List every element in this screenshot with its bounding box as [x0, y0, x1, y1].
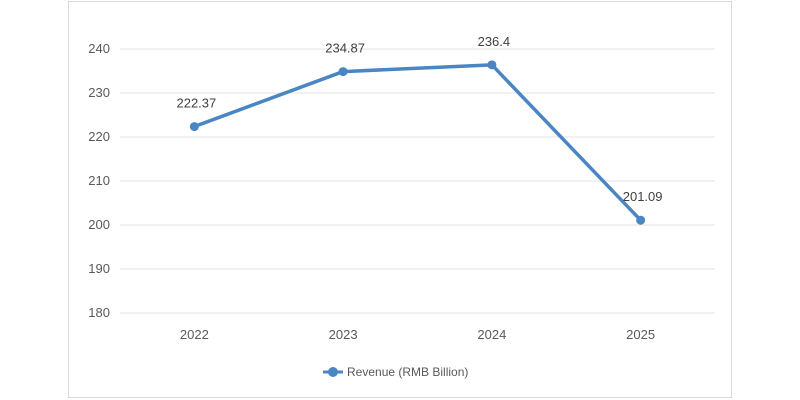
x-tick-label: 2025 — [626, 327, 655, 342]
y-tick-label: 200 — [88, 217, 110, 232]
y-tick-label: 240 — [88, 41, 110, 56]
x-tick-label: 2024 — [477, 327, 506, 342]
data-label: 201.09 — [623, 189, 663, 204]
x-axis-ticks: 2022 2023 2024 2025 — [180, 327, 655, 342]
y-tick-label: 180 — [88, 305, 110, 320]
y-tick-label: 230 — [88, 85, 110, 100]
data-point — [636, 215, 646, 225]
data-labels: 222.37 234.87 236.4 201.09 — [176, 34, 662, 204]
gridlines — [120, 48, 715, 314]
data-point — [338, 67, 348, 77]
y-tick-label: 210 — [88, 173, 110, 188]
data-label: 234.87 — [325, 41, 365, 56]
y-axis-ticks: 180 190 200 210 220 230 240 — [88, 41, 110, 320]
data-label: 222.37 — [176, 96, 216, 111]
data-point — [189, 122, 199, 132]
series-revenue — [189, 60, 646, 225]
y-tick-label: 220 — [88, 129, 110, 144]
y-tick-label: 190 — [88, 261, 110, 276]
data-point — [487, 60, 497, 70]
series-line — [193, 63, 642, 222]
x-tick-label: 2022 — [180, 327, 209, 342]
x-tick-label: 2023 — [329, 327, 358, 342]
legend-label: Revenue (RMB Billion) — [347, 365, 468, 379]
legend: Revenue (RMB Billion) — [323, 365, 468, 379]
legend-marker-icon — [328, 367, 338, 377]
data-label: 236.4 — [478, 34, 511, 49]
